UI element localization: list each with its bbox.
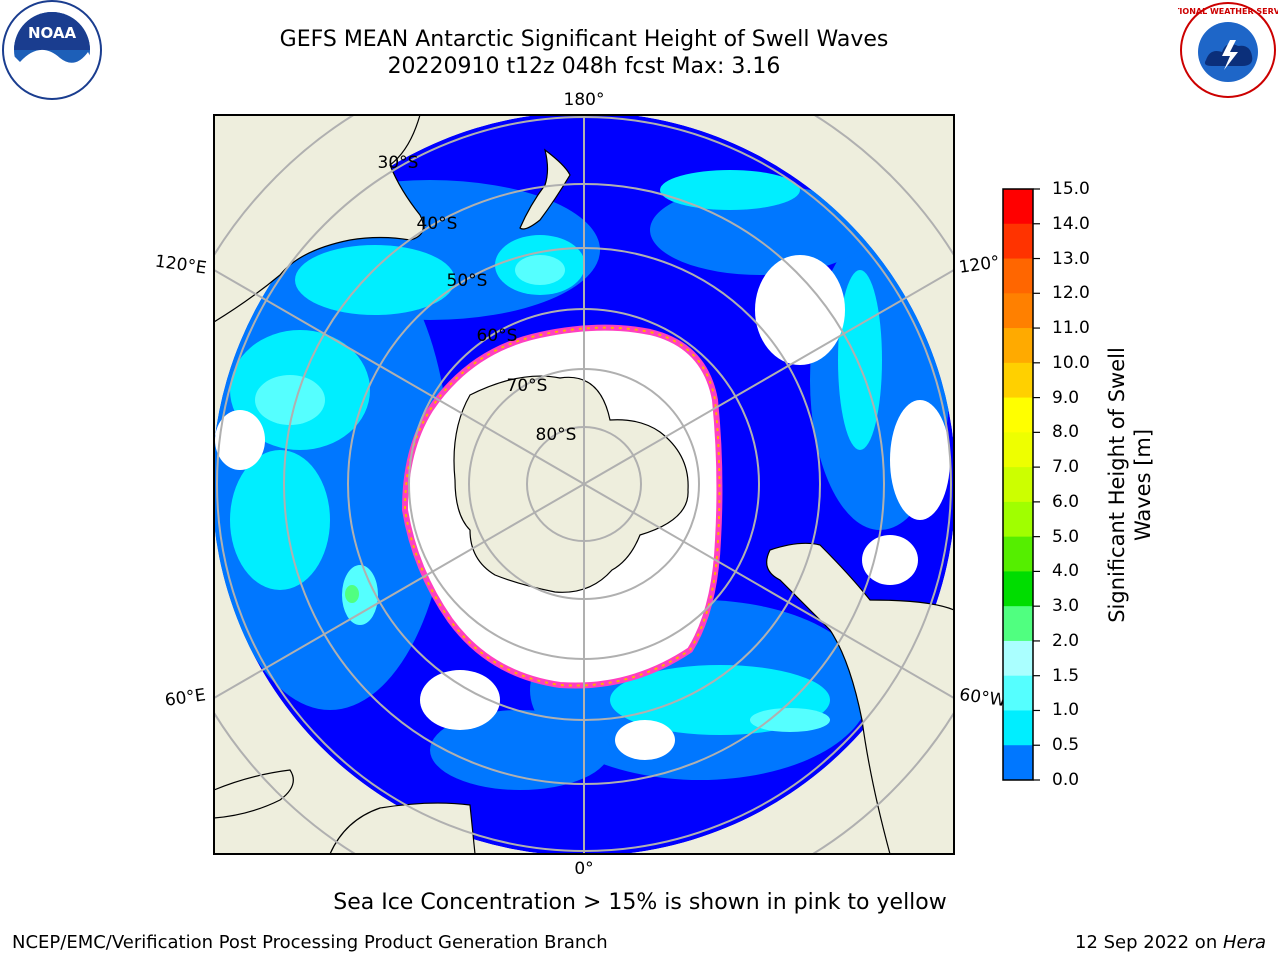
lon-label-top: 180° bbox=[564, 90, 605, 110]
colorbar-tick-label: 9.0 bbox=[1052, 387, 1080, 408]
colorbar-tick-label: 10.0 bbox=[1052, 352, 1090, 373]
colorbar-tick-label: 14.0 bbox=[1052, 213, 1090, 234]
new-zealand bbox=[519, 148, 571, 230]
colorbar-segment bbox=[1003, 467, 1033, 503]
lon-label-upper-left: 120°E bbox=[154, 252, 208, 279]
colorbar-tick-label: 11.0 bbox=[1052, 318, 1090, 339]
colorbar-segment bbox=[1003, 362, 1033, 399]
footer-date: 12 Sep 2022 on Hera bbox=[1075, 932, 1266, 953]
colorbar-segment bbox=[1003, 432, 1033, 468]
map-subtitle: 20220910 t12z 048h fcst Max: 3.16 bbox=[387, 54, 781, 79]
swell-1.0-1.5m bbox=[230, 170, 882, 735]
lon-label-upper-right: 120° bbox=[958, 252, 1001, 278]
antarctica bbox=[453, 375, 689, 593]
colorbar-segment bbox=[1003, 675, 1033, 711]
colorbar-segment bbox=[1003, 745, 1033, 781]
meridian-60e-120w bbox=[214, 269, 954, 699]
lat-label-80s: 80°S bbox=[536, 425, 577, 445]
colorbar-segment bbox=[1003, 258, 1033, 294]
sea-ice-note: Sea Ice Concentration > 15% is shown in … bbox=[0, 890, 1280, 915]
colorbar-tick-label: 5.0 bbox=[1052, 526, 1080, 547]
sea-ice-note-text: Sea Ice Concentration > 15% is shown in … bbox=[333, 890, 947, 915]
lon-label-bottom: 0° bbox=[574, 859, 593, 879]
colorbar-tick-label: 2.0 bbox=[1052, 630, 1080, 651]
colorbar-segment bbox=[1003, 223, 1033, 260]
graticule bbox=[214, 115, 954, 854]
footer-date-text: 12 Sep 2022 on bbox=[1075, 932, 1223, 953]
nws-logo-icon: NATIONAL WEATHER SERVICE bbox=[1178, 2, 1278, 98]
colorbar-tick-label: 6.0 bbox=[1052, 491, 1080, 512]
australia bbox=[214, 115, 424, 323]
lat-label-50s: 50°S bbox=[447, 271, 488, 291]
colorbar-label-line1: Significant Height of Swell bbox=[1105, 347, 1129, 623]
africa bbox=[329, 802, 476, 854]
colorbar-label-line2: Waves [m] bbox=[1131, 428, 1155, 542]
noaa-logo-text: NOAA bbox=[28, 24, 77, 42]
colorbar-segment bbox=[1003, 189, 1033, 225]
colorbar-tick-label: 4.0 bbox=[1052, 561, 1080, 582]
nws-logo-text: NATIONAL WEATHER SERVICE bbox=[1178, 7, 1278, 16]
map-title: GEFS MEAN Antarctic Significant Height o… bbox=[279, 27, 889, 52]
colorbar-segment bbox=[1003, 571, 1033, 607]
colorbar-segment bbox=[1003, 501, 1033, 538]
colorbar-tick-label: 1.0 bbox=[1052, 700, 1080, 721]
colorbar-tick-label: 0.0 bbox=[1052, 770, 1080, 790]
colorbar-tick-label: 13.0 bbox=[1052, 248, 1090, 269]
colorbar-segment bbox=[1003, 536, 1033, 572]
colorbar-segment bbox=[1003, 328, 1033, 364]
colorbar-frame bbox=[1002, 188, 1034, 781]
madagascar bbox=[214, 769, 294, 819]
lat-label-60s: 60°S bbox=[477, 326, 518, 346]
noaa-logo-icon: NOAA bbox=[2, 0, 102, 100]
swell-max-patch bbox=[345, 585, 359, 603]
colorbar-tick-label: 15.0 bbox=[1052, 179, 1090, 199]
colorbar-tick-label: 7.0 bbox=[1052, 457, 1080, 478]
lat-label-30s: 30°S bbox=[378, 153, 419, 173]
no-data-patches bbox=[215, 255, 950, 760]
colorbar-segment bbox=[1003, 293, 1033, 329]
colorbar-tick-label: 0.5 bbox=[1052, 735, 1080, 756]
colorbar-segment bbox=[1003, 397, 1033, 433]
lon-label-lower-right: 60°W bbox=[958, 685, 1007, 711]
colorbar-tick-label: 3.0 bbox=[1052, 596, 1080, 617]
swell-1.5-2.0m bbox=[255, 255, 830, 732]
footer-credit: NCEP/EMC/Verification Post Processing Pr… bbox=[12, 932, 608, 953]
lon-label-lower-left: 60°E bbox=[164, 685, 207, 710]
colorbar-tick-label: 8.0 bbox=[1052, 422, 1080, 443]
lat-label-70s: 70°S bbox=[507, 376, 548, 396]
colorbar-tick-label: 12.0 bbox=[1052, 283, 1090, 304]
colorbar-segment bbox=[1003, 606, 1033, 642]
map-frame bbox=[213, 114, 955, 855]
lat-label-40s: 40°S bbox=[417, 214, 458, 234]
footer-host: Hera bbox=[1222, 932, 1266, 953]
colorbar bbox=[1003, 188, 1040, 781]
colorbar-segment bbox=[1003, 640, 1033, 677]
colorbar-tick-label: 1.5 bbox=[1052, 665, 1080, 686]
colorbar-segment bbox=[1003, 710, 1033, 746]
